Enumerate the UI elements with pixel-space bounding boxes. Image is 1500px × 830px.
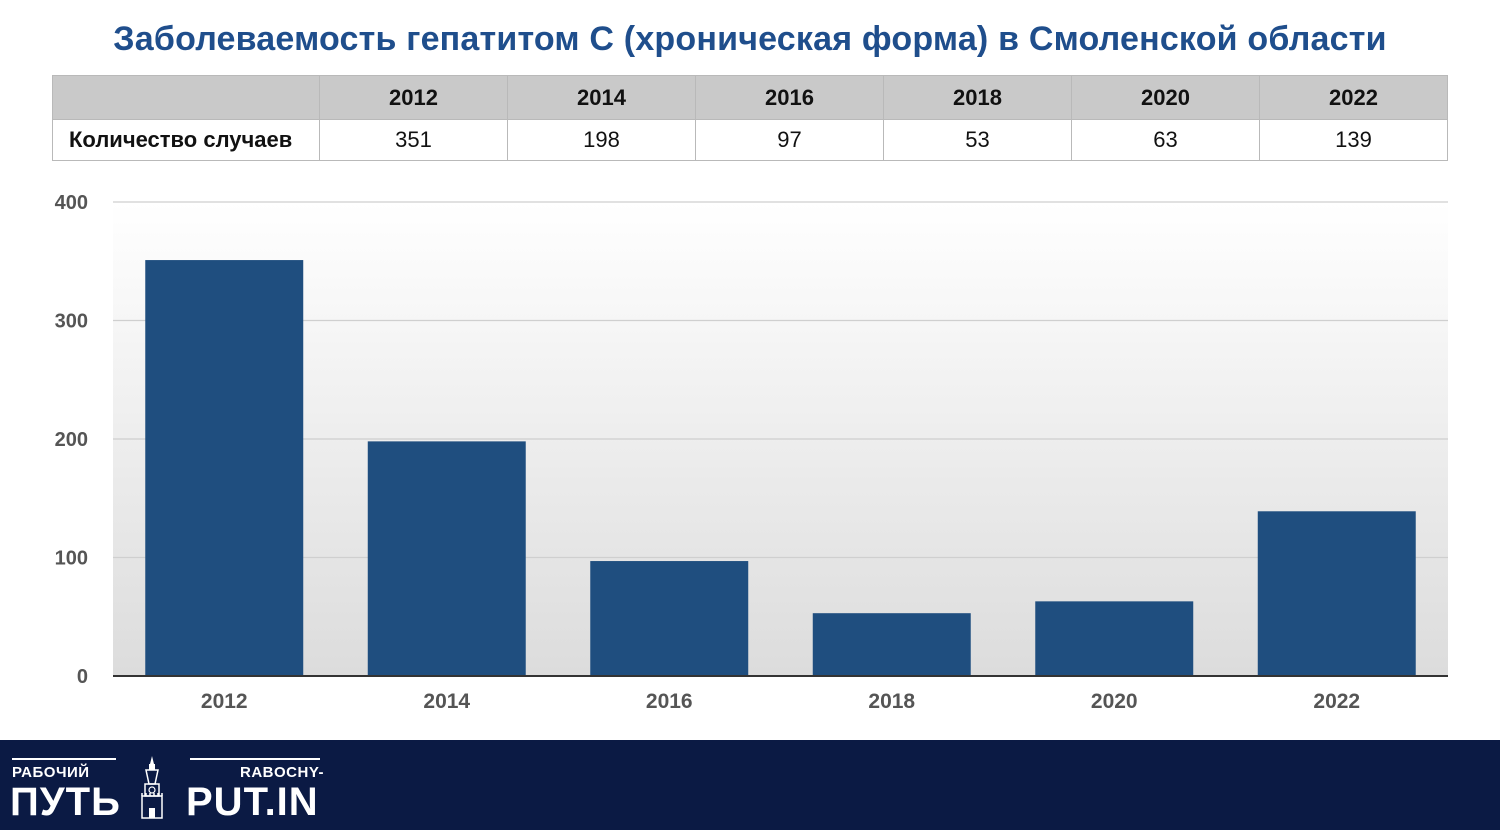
y-tick-label: 0 xyxy=(77,666,88,688)
bar xyxy=(1257,511,1416,676)
brand-left-big: ПУТЬ xyxy=(10,780,121,824)
brand-left-line xyxy=(12,758,116,760)
y-tick-label: 100 xyxy=(55,548,88,570)
table-cell: 97 xyxy=(695,119,884,161)
bar xyxy=(367,441,526,676)
table-header-row: 2012 2014 2016 2018 2020 2022 xyxy=(52,75,1448,120)
table-row: Количество случаев 351 198 97 53 63 139 xyxy=(52,119,1448,161)
brand-right-line xyxy=(190,758,320,760)
bar-chart: 0 100 200 300 400 2012 2014 2016 2018 2020 2022 xyxy=(55,192,1448,713)
table-cell: 53 xyxy=(883,119,1072,161)
data-table: 2012 2014 2016 2018 2020 2022 Количество… xyxy=(52,75,1448,161)
table-header-cell: 2014 xyxy=(507,75,696,120)
bar xyxy=(1035,601,1194,676)
table-cell: 139 xyxy=(1259,119,1448,161)
x-tick-label: 2022 xyxy=(1313,690,1360,713)
table-header-cell: 2018 xyxy=(883,75,1072,120)
bar xyxy=(145,260,304,676)
table-header-cell: 2020 xyxy=(1071,75,1260,120)
table-header-cell: 2022 xyxy=(1259,75,1448,120)
brand-right-small: RABOCHY- xyxy=(240,764,325,781)
table-row-label: Количество случаев xyxy=(52,119,320,161)
bar xyxy=(590,561,749,676)
table-cell: 351 xyxy=(319,119,508,161)
table-corner-cell xyxy=(52,75,320,120)
bar xyxy=(812,613,971,676)
y-tick-label: 400 xyxy=(55,192,88,214)
axes: 0 100 200 300 400 2012 2014 2016 2018 2020 2022 xyxy=(55,192,1448,713)
x-tick-label: 2018 xyxy=(868,690,915,713)
y-tick-label: 200 xyxy=(55,429,88,451)
x-tick-label: 2020 xyxy=(1091,690,1138,713)
brand-left-small: РАБОЧИЙ xyxy=(12,764,90,781)
brand-right-big: PUT.IN xyxy=(186,780,319,824)
x-tick-label: 2012 xyxy=(201,690,248,713)
bars xyxy=(145,260,1416,676)
table-header-cell: 2012 xyxy=(319,75,508,120)
x-tick-label: 2016 xyxy=(646,690,693,713)
kremlin-tower-icon xyxy=(141,756,163,819)
table-header-cell: 2016 xyxy=(695,75,884,120)
y-tick-label: 300 xyxy=(55,311,88,333)
chart-title: Заболеваемость гепатитом С (хроническая … xyxy=(113,20,1387,58)
grid-lines xyxy=(113,201,1448,559)
x-tick-label: 2014 xyxy=(423,690,470,713)
footer-bar: РАБОЧИЙ ПУТЬ RABOCHY- PUT.IN xyxy=(0,740,1500,830)
table-cell: 198 xyxy=(507,119,696,161)
table-cell: 63 xyxy=(1071,119,1260,161)
